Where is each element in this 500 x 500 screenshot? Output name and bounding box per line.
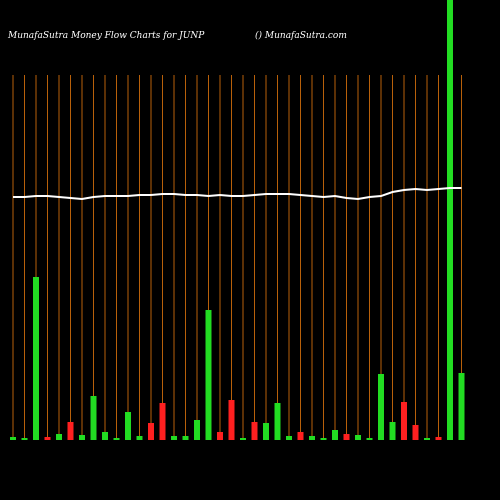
- bar: [263, 423, 269, 440]
- bar: [217, 432, 223, 440]
- bar: [401, 402, 407, 440]
- bar: [113, 438, 120, 440]
- bar: [447, 0, 453, 440]
- bar: [33, 277, 39, 440]
- bar: [205, 310, 212, 440]
- bar: [389, 422, 396, 440]
- bar: [274, 403, 281, 440]
- bar: [21, 438, 28, 440]
- bar: [240, 438, 246, 440]
- bar: [435, 437, 442, 440]
- bar: [251, 422, 258, 440]
- bar: [171, 436, 177, 440]
- bar: [320, 438, 327, 440]
- bar: [10, 437, 16, 440]
- bar: [309, 436, 315, 440]
- bar: [378, 374, 384, 440]
- trend-line: [13, 187, 462, 201]
- bar: [366, 438, 373, 440]
- bar: [412, 425, 419, 440]
- bar: [343, 434, 350, 440]
- bar: [79, 435, 85, 440]
- bar: [136, 436, 143, 440]
- chart-subtitle: () MunafaSutra.com: [255, 30, 347, 41]
- bar: [194, 420, 200, 440]
- bar: [332, 430, 338, 440]
- bar: [56, 434, 62, 440]
- bar: [44, 437, 51, 440]
- bar: [102, 432, 108, 440]
- bar: [90, 396, 97, 440]
- bar: [228, 400, 235, 440]
- bar: [458, 373, 465, 440]
- bar: [286, 436, 292, 440]
- bar: [67, 422, 74, 440]
- bar: [182, 436, 189, 440]
- bar: [159, 403, 166, 440]
- bar: [148, 423, 154, 440]
- bar: [297, 432, 304, 440]
- bar: [355, 435, 361, 440]
- chart-title: MunafaSutra Money Flow Charts for JUNP: [7, 31, 205, 41]
- bar: [125, 412, 131, 440]
- bar: [424, 438, 430, 440]
